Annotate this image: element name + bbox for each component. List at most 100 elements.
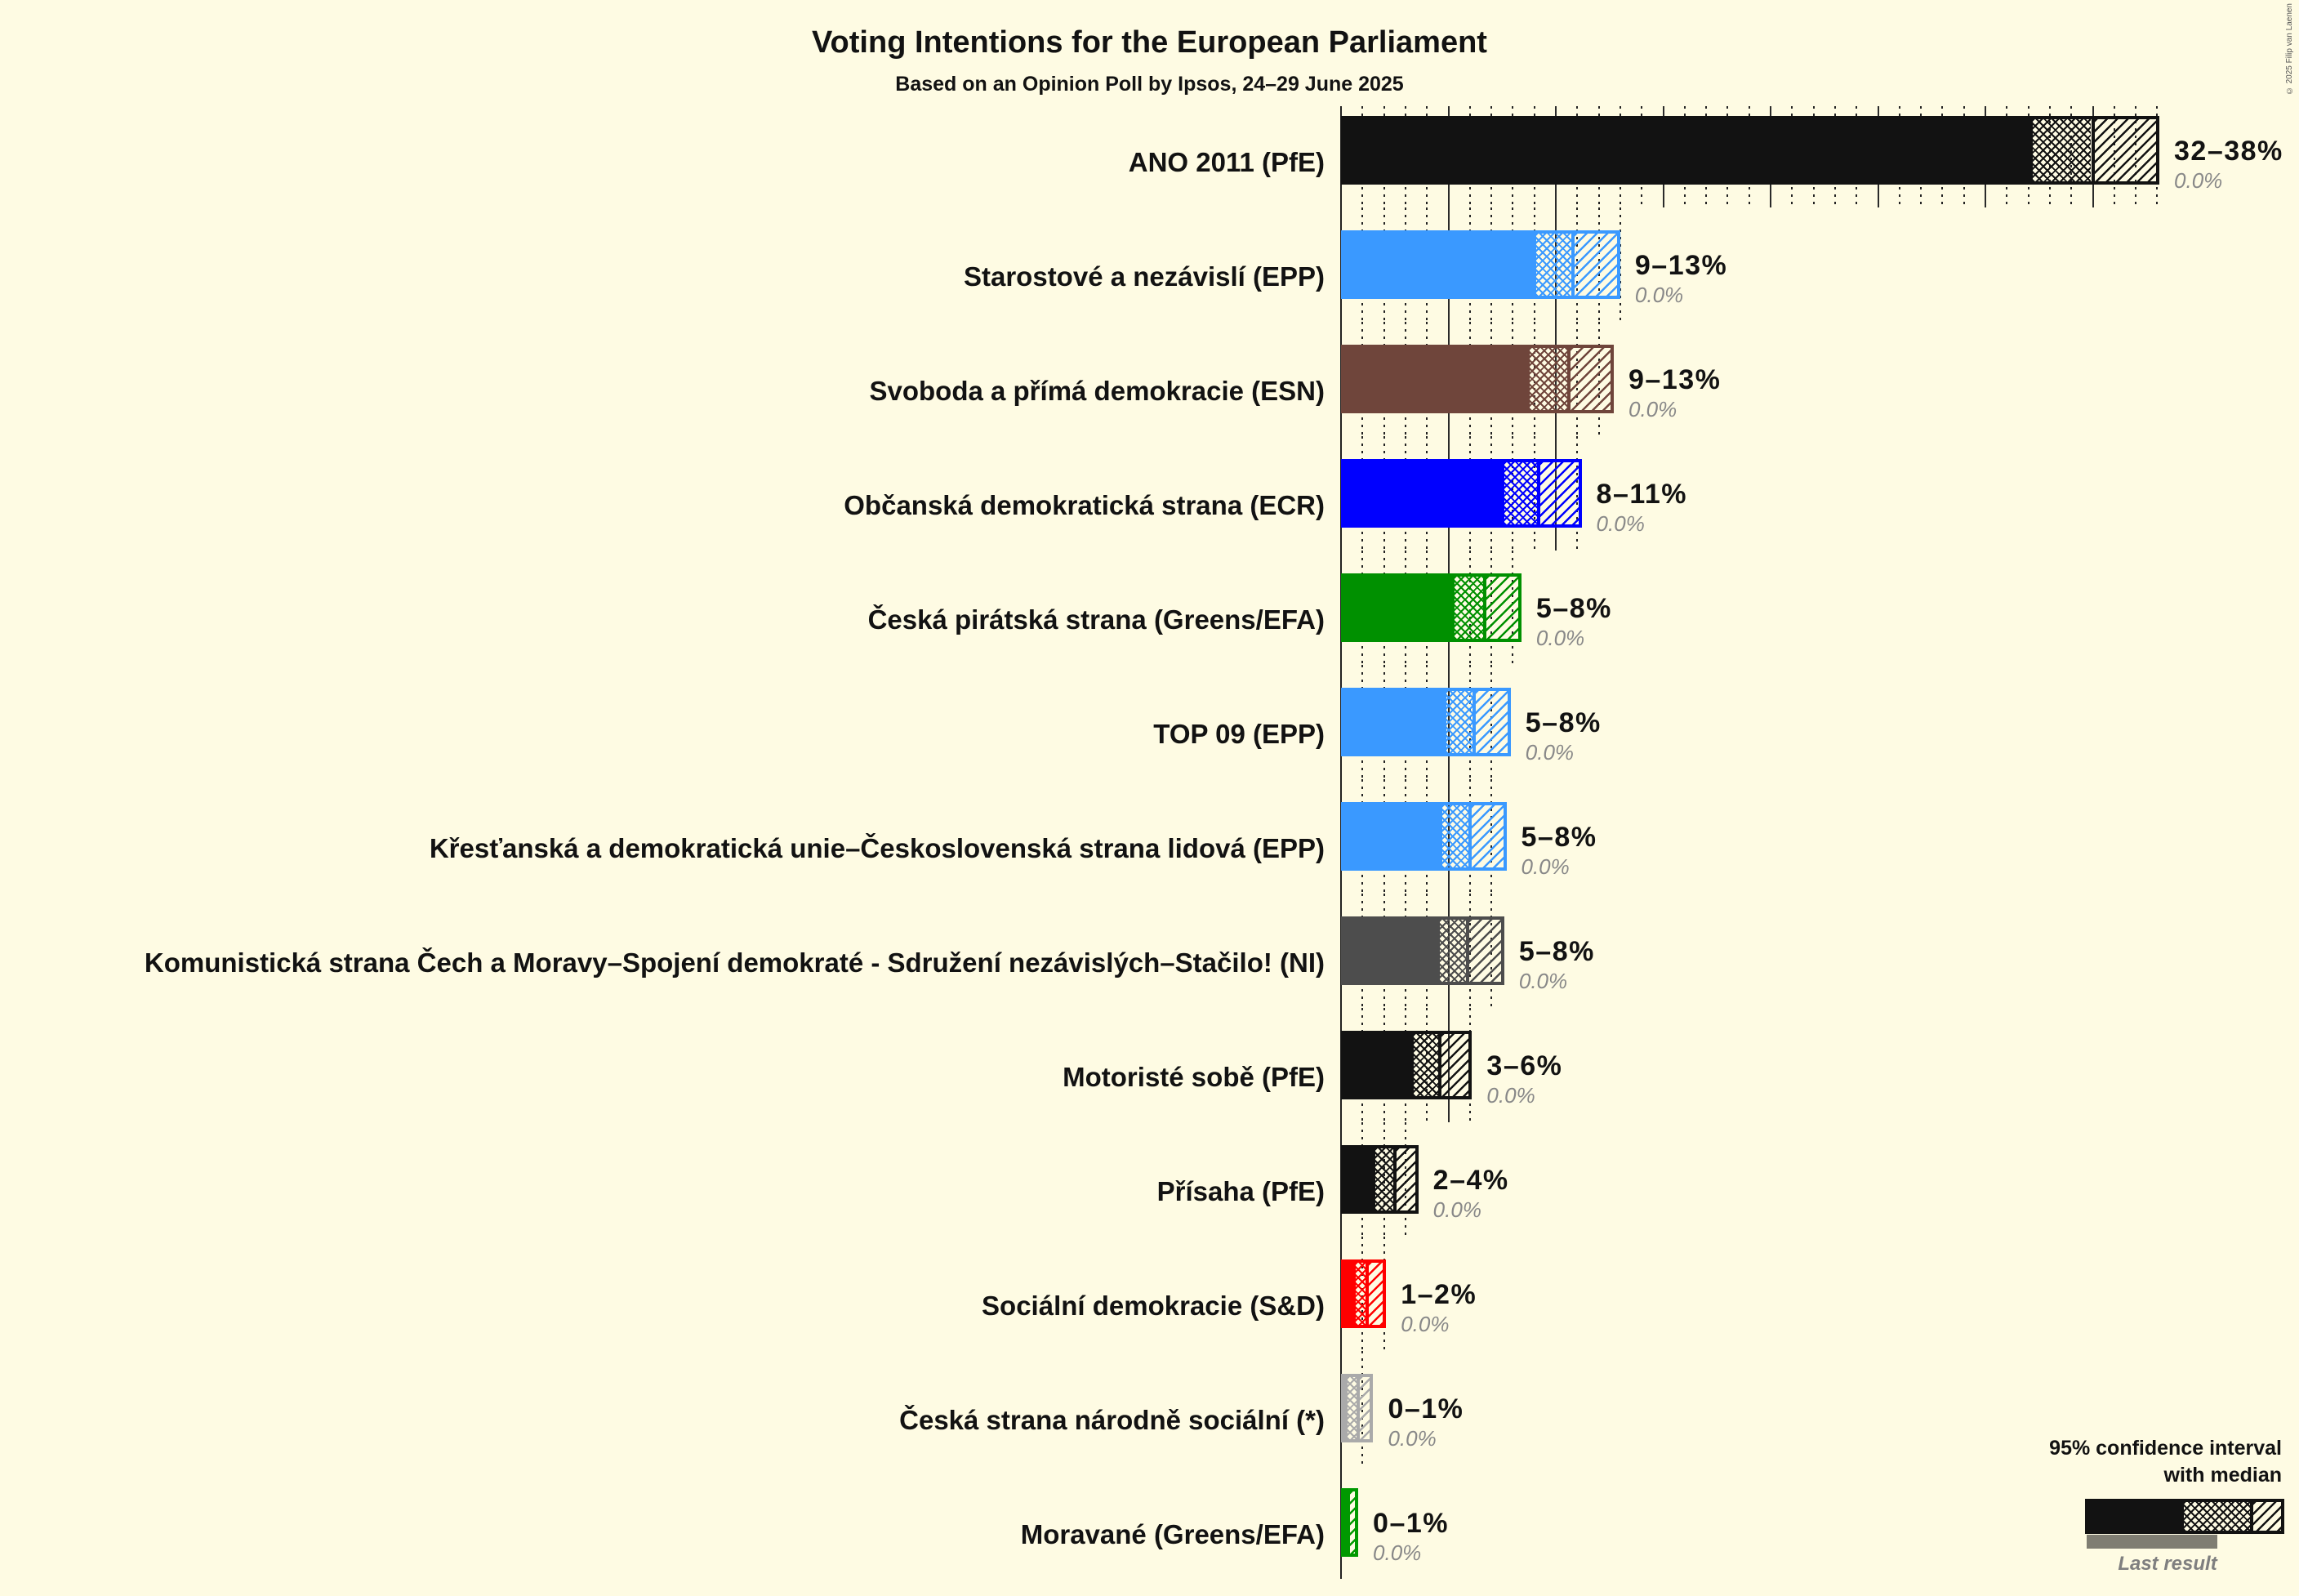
ci-bar <box>1341 1259 1387 1328</box>
value-label: 1–2% 0.0% <box>1401 1281 1477 1336</box>
bar-median-to-upper-hatch <box>1437 1034 1469 1096</box>
value-label: 9–13% 0.0% <box>1628 366 1721 421</box>
bar-median-to-upper-hatch <box>1466 920 1501 982</box>
bar-lower-to-median-crosshatch <box>1414 1034 1438 1096</box>
legend-title-line-1: 95% confidence interval <box>2049 1437 2282 1460</box>
bar-solid-segment <box>1344 1491 1348 1554</box>
bar-solid-segment <box>1344 1148 1376 1210</box>
value-label: 5–8% 0.0% <box>1522 823 1597 879</box>
last-result-label: 0.0% <box>1432 1197 1481 1222</box>
bar-median-to-upper-hatch <box>1483 577 1518 639</box>
value-label: 5–8% 0.0% <box>1536 595 1612 650</box>
party-label: Česká pirátská strana (Greens/EFA) <box>867 604 1325 635</box>
party-label: Motoristé sobě (PfE) <box>1063 1062 1325 1092</box>
ci-range-label: 5–8% <box>1521 822 1597 853</box>
bar-solid-segment <box>1344 234 1537 296</box>
ci-bar <box>1341 916 1504 985</box>
bar-solid-segment <box>1344 1377 1348 1439</box>
ci-range-label: 0–1% <box>1373 1508 1449 1539</box>
bar-median-to-upper-hatch <box>1571 234 1617 296</box>
bar-solid-segment <box>1344 348 1530 410</box>
last-result-label: 0.0% <box>1634 283 1684 307</box>
bar-solid-segment <box>1344 577 1455 639</box>
bar-median-to-upper-hatch <box>1473 691 1508 753</box>
bar-median-to-upper-hatch <box>2091 119 2157 181</box>
chart-title: Voting Intentions for the European Parli… <box>812 25 1487 60</box>
legend-title-line-2: with median <box>2163 1464 2282 1487</box>
bar-lower-to-median-crosshatch <box>1446 691 1473 753</box>
legend-crosshatch-segment <box>2184 1502 2250 1531</box>
last-result-label: 0.0% <box>1628 397 1677 421</box>
bar-median-to-upper-hatch <box>1468 805 1504 867</box>
ci-bar <box>1341 1374 1374 1442</box>
last-result-label: 0.0% <box>1486 1083 1535 1108</box>
bar-solid-segment <box>1344 691 1446 753</box>
ci-range-label: 9–13% <box>1628 364 1722 395</box>
ci-bar <box>1341 230 1620 299</box>
legend-solid-segment <box>2088 1502 2184 1531</box>
legend-title: 95% confidence interval with median <box>2049 1435 2282 1489</box>
last-result-label: 0.0% <box>1521 854 1570 879</box>
legend-last-result-label: Last result <box>2118 1553 2217 1575</box>
bar-lower-to-median-crosshatch <box>1439 920 1467 982</box>
bar-solid-segment <box>1344 805 1442 867</box>
ci-range-label: 32–38% <box>2174 136 2283 167</box>
value-label: 2–4% 0.0% <box>1433 1166 1509 1222</box>
bar-solid-segment <box>1344 462 1504 524</box>
value-label: 8–11% 0.0% <box>1597 480 1688 536</box>
ci-range-label: 8–11% <box>1596 479 1688 510</box>
ci-bar <box>1341 345 1614 413</box>
last-result-label: 0.0% <box>1525 740 1575 765</box>
ci-range-label: 0–1% <box>1388 1393 1464 1424</box>
bar-lower-to-median-crosshatch <box>1455 577 1484 639</box>
legend-last-result-bar <box>2087 1535 2217 1549</box>
party-label: Komunistická strana Čech a Moravy–Spojen… <box>144 947 1325 978</box>
last-result-label: 0.0% <box>2174 168 2223 193</box>
ci-bar <box>1341 459 1582 528</box>
value-label: 32–38% 0.0% <box>2174 137 2283 193</box>
bar-median-to-upper-hatch <box>1566 348 1611 410</box>
value-label: 9–13% 0.0% <box>1635 252 1727 307</box>
value-label: 0–1% 0.0% <box>1388 1395 1464 1451</box>
ci-bar <box>1341 116 2160 185</box>
ci-range-label: 2–4% <box>1432 1165 1509 1196</box>
last-result-label: 0.0% <box>1535 626 1585 650</box>
ci-bar <box>1341 688 1511 756</box>
bar-lower-to-median-crosshatch <box>1504 462 1537 524</box>
party-label: Křesťanská a demokratická unie–Českoslov… <box>429 833 1325 863</box>
bar-lower-to-median-crosshatch <box>1441 805 1468 867</box>
value-label: 5–8% 0.0% <box>1519 938 1595 993</box>
ci-range-label: 5–8% <box>1518 936 1595 967</box>
bar-solid-segment <box>1344 119 2033 181</box>
bar-lower-to-median-crosshatch <box>1536 234 1572 296</box>
bar-median-to-upper-hatch <box>1365 1263 1383 1325</box>
last-result-label: 0.0% <box>1401 1312 1450 1336</box>
party-label: TOP 09 (EPP) <box>1153 719 1325 749</box>
party-label: Svoboda a přímá demokracie (ESN) <box>869 376 1325 406</box>
ci-range-label: 3–6% <box>1486 1050 1563 1081</box>
ci-bar <box>1341 802 1507 871</box>
last-result-label: 0.0% <box>1388 1426 1437 1451</box>
bar-lower-to-median-crosshatch <box>1356 1263 1366 1325</box>
ci-bar <box>1341 1488 1359 1557</box>
ci-range-label: 9–13% <box>1634 250 1728 281</box>
legend-diagonal-hatch-segment <box>2250 1502 2281 1531</box>
bar-median-to-upper-hatch <box>1357 1377 1370 1439</box>
party-label: Moravané (Greens/EFA) <box>1020 1519 1325 1549</box>
last-result-label: 0.0% <box>1596 511 1645 536</box>
bar-lower-to-median-crosshatch <box>2032 119 2092 181</box>
minor-gridline <box>1619 207 1621 322</box>
ci-bar <box>1341 1031 1473 1099</box>
value-label: 3–6% 0.0% <box>1486 1052 1562 1108</box>
party-label: Přísaha (PfE) <box>1156 1176 1325 1206</box>
party-label: Občanská demokratická strana (ECR) <box>844 490 1325 520</box>
party-label: Starostové a nezávislí (EPP) <box>963 261 1325 292</box>
last-result-label: 0.0% <box>1373 1540 1422 1565</box>
bar-median-to-upper-hatch <box>1392 1148 1415 1210</box>
ci-range-label: 5–8% <box>1535 593 1612 624</box>
bar-median-to-upper-hatch <box>1347 1491 1356 1554</box>
bar-lower-to-median-crosshatch <box>1347 1377 1357 1439</box>
ci-range-label: 5–8% <box>1525 707 1602 738</box>
bar-solid-segment <box>1344 1034 1415 1096</box>
